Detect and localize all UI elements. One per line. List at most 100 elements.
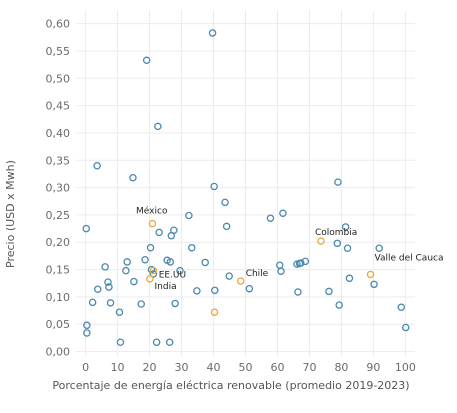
y-tick-label: 0,30 <box>46 182 71 195</box>
y-axis-title: Precio (USD x Mwh) <box>4 160 17 268</box>
x-tick-label: 70 <box>302 361 316 374</box>
data-point <box>152 338 161 346</box>
x-tick-label: 30 <box>175 361 189 374</box>
y-tick-label: 0,15 <box>46 264 71 277</box>
x-axis-title: Porcentaje de energía eléctrica renovabl… <box>52 379 409 392</box>
data-point <box>370 280 378 289</box>
x-tick-label: 80 <box>334 361 348 374</box>
y-tick-label: 0,20 <box>46 236 71 249</box>
data-point <box>210 182 218 191</box>
data-point <box>188 243 196 252</box>
y-tick-label: 0,10 <box>46 291 71 304</box>
x-axis-ticks: 0 10 20 30 40 50 60 70 80 90 100 <box>82 361 416 374</box>
data-point <box>208 29 217 37</box>
annotation-label: México <box>136 206 168 217</box>
x-tick-label: 90 <box>366 361 380 374</box>
data-point <box>171 299 179 308</box>
data-point <box>170 226 178 234</box>
data-point <box>236 277 245 285</box>
data-point <box>101 263 109 271</box>
data-point <box>301 257 310 266</box>
data-point <box>116 338 125 346</box>
data-point <box>401 323 410 332</box>
data-point <box>193 287 201 295</box>
y-tick-label: 0,25 <box>46 209 71 222</box>
data-point <box>279 209 287 218</box>
data-point <box>297 259 305 267</box>
data-point <box>210 308 219 316</box>
data-point <box>115 308 124 316</box>
annotation-label: India <box>155 282 177 292</box>
data-point <box>123 258 131 266</box>
data-point <box>88 298 97 307</box>
data-point <box>317 237 325 245</box>
data-point <box>325 287 333 296</box>
data-point <box>106 299 115 307</box>
y-axis-ticks: 0,00 0,05 0,10 0,15 0,20 0,25 0,30 0,35 0,40 0,45… <box>46 18 71 359</box>
data-point <box>105 283 113 291</box>
y-tick-label: 0,60 <box>46 18 71 31</box>
y-tick-label: 0,55 <box>46 45 71 58</box>
data-point <box>122 266 130 275</box>
annotation-label: Chile <box>246 269 269 279</box>
data-point <box>211 286 219 295</box>
data-point <box>146 275 154 283</box>
data-point <box>142 56 151 65</box>
data-point <box>83 321 91 330</box>
data-point <box>154 122 162 131</box>
data-point <box>176 266 184 275</box>
x-tick-label: 20 <box>143 361 157 374</box>
x-tick-label: 50 <box>239 361 253 374</box>
data-point <box>129 174 137 182</box>
data-point <box>93 161 101 170</box>
data-point <box>83 329 91 337</box>
data-point <box>366 270 375 279</box>
data-point <box>341 223 350 231</box>
data-point <box>130 277 138 286</box>
y-tick-label: 0,50 <box>46 72 71 85</box>
y-tick-label: 0,40 <box>46 127 71 140</box>
x-tick-label: 0 <box>82 361 89 374</box>
data-point <box>137 300 145 308</box>
data-point <box>93 285 102 293</box>
data-point <box>335 301 343 309</box>
y-tick-label: 0,35 <box>46 154 71 167</box>
gridlines <box>76 10 415 357</box>
x-tick-label: 40 <box>207 361 221 374</box>
annotation-label: EE.UU <box>159 271 186 281</box>
data-point <box>294 288 302 296</box>
data-point <box>222 222 231 231</box>
data-point <box>343 244 352 253</box>
x-tick-label: 10 <box>111 361 125 374</box>
data-point <box>185 211 193 220</box>
x-tick-label: 60 <box>270 361 284 374</box>
data-point <box>141 255 149 264</box>
annotation-label: Valle del Cauca <box>375 253 444 263</box>
x-tick-label: 100 <box>395 361 416 374</box>
data-points <box>82 29 410 346</box>
y-tick-label: 0,05 <box>46 318 71 331</box>
data-point <box>155 228 163 237</box>
data-point <box>225 272 233 280</box>
data-point <box>82 224 90 233</box>
data-point <box>333 239 342 248</box>
data-point <box>375 244 383 253</box>
data-point <box>165 338 174 346</box>
data-point <box>149 270 158 278</box>
y-tick-label: 0,45 <box>46 100 71 113</box>
data-point <box>221 198 229 207</box>
data-point <box>277 267 285 275</box>
data-point <box>146 243 155 252</box>
data-point <box>397 303 405 312</box>
data-point <box>334 178 342 186</box>
data-point <box>166 258 175 266</box>
data-point <box>104 278 112 286</box>
data-point <box>345 274 354 283</box>
y-tick-label: 0,00 <box>46 346 71 359</box>
data-point <box>245 284 254 293</box>
annotation-label: Colombia <box>315 228 357 238</box>
data-point <box>266 214 275 222</box>
data-point <box>148 219 157 228</box>
